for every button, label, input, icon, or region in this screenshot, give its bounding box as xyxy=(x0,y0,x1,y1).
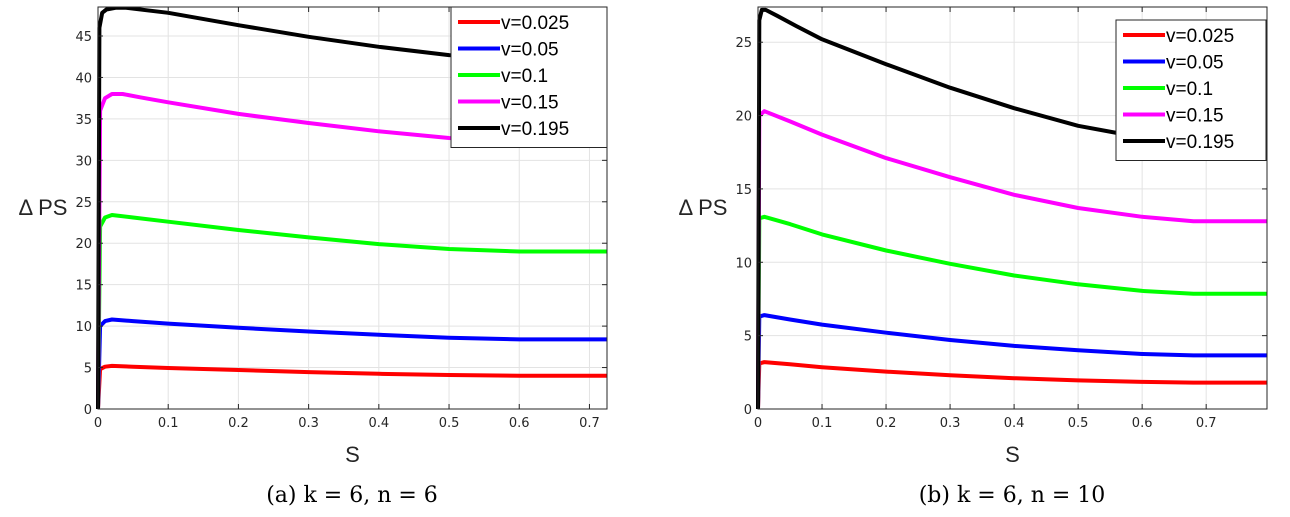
legend-entry: v=0.1 xyxy=(501,66,548,87)
legend-entry: v=0.05 xyxy=(501,40,559,61)
x-tick-label: 0.4 xyxy=(1004,416,1025,431)
legend-box xyxy=(1115,19,1267,161)
y-tick-label: 25 xyxy=(75,196,92,211)
y-tick-label: 10 xyxy=(75,320,92,335)
x-tick-label: 0.5 xyxy=(1068,416,1089,431)
x-tick-label: 0.7 xyxy=(1196,416,1217,431)
y-tick-label: 20 xyxy=(735,110,752,125)
x-tick-label: 0.7 xyxy=(579,416,600,431)
x-tick-label: 0.2 xyxy=(228,416,249,431)
series-line-v-0-1 xyxy=(96,213,607,410)
x-tick-label: 0.1 xyxy=(158,416,179,431)
y-tick-label: 0 xyxy=(84,403,92,418)
series-line-v-0-15 xyxy=(96,92,607,410)
y-tick-label: 15 xyxy=(75,279,92,294)
series-line-v-0-025 xyxy=(756,360,1267,410)
caption: (a) k = 6, n = 6 xyxy=(266,483,438,508)
legend-entry: v=0.025 xyxy=(1166,26,1234,47)
x-tick-label: 0 xyxy=(94,416,102,431)
x-tick-label: 0.6 xyxy=(1132,416,1153,431)
series-line-v-0-05 xyxy=(96,317,607,410)
x-tick-label: 0.3 xyxy=(298,416,319,431)
x-tick-label: 0.1 xyxy=(812,416,833,431)
axes-box xyxy=(757,6,1268,410)
x-axis-label: S xyxy=(345,442,360,467)
y-tick-label: 0 xyxy=(744,403,752,418)
y-tick-label: 40 xyxy=(75,71,92,86)
legend-entry: v=0.05 xyxy=(1166,53,1224,74)
y-tick-label: 35 xyxy=(75,113,92,128)
series-line-v-0-15 xyxy=(756,109,1267,410)
series-line-v-0-1 xyxy=(756,214,1267,410)
legend-entry: v=0.15 xyxy=(1166,106,1224,127)
series-line-v-0-025 xyxy=(96,363,607,410)
x-tick-label: 0.5 xyxy=(439,416,460,431)
series-line-v-0-195 xyxy=(96,7,607,410)
x-tick-label: 0.3 xyxy=(940,416,961,431)
y-tick-label: 5 xyxy=(84,362,92,377)
y-tick-label: 25 xyxy=(735,36,752,51)
y-tick-label: 30 xyxy=(75,154,92,169)
x-tick-label: 0.6 xyxy=(509,416,530,431)
x-tick-label: 0.4 xyxy=(368,416,389,431)
legend-entry: v=0.195 xyxy=(1166,132,1234,153)
legend-entry: v=0.195 xyxy=(501,119,569,140)
legend-box xyxy=(450,6,608,148)
y-tick-label: 15 xyxy=(735,183,752,198)
y-tick-label: 45 xyxy=(75,30,92,45)
axes-box xyxy=(97,6,608,410)
y-axis-label: Δ PS xyxy=(19,195,68,220)
y-axis-label: Δ PS xyxy=(679,195,728,220)
x-tick-label: 0 xyxy=(754,416,762,431)
chart-b: 0 0.1 0.2 0.3 0.4 0.5 0.6 0.7 0 5 10 15 20 25 S Δ PS v=0… xyxy=(679,6,1268,508)
legend: v=0.025 v=0.05 v=0.1 v=0.15 v=0.195 xyxy=(1115,19,1267,161)
x-axis-label: S xyxy=(1005,442,1020,467)
legend: v=0.025 v=0.05 v=0.1 v=0.15 v=0.195 xyxy=(450,6,608,148)
y-tick-label: 5 xyxy=(744,330,752,345)
legend-entry: v=0.025 xyxy=(501,13,569,34)
series-line-v-0-05 xyxy=(756,313,1267,410)
x-tick-label: 0.2 xyxy=(876,416,897,431)
y-tick-label: 20 xyxy=(75,237,92,252)
y-tick-label: 10 xyxy=(735,256,752,271)
legend-entry: v=0.1 xyxy=(1166,79,1213,100)
legend-entry: v=0.15 xyxy=(501,93,559,114)
chart-a: 0 0.1 0.2 0.3 0.4 0.5 0.6 0.7 0 5 10 15 20 25 30 35 40 45… xyxy=(19,6,608,508)
caption: (b) k = 6, n = 10 xyxy=(919,483,1106,508)
